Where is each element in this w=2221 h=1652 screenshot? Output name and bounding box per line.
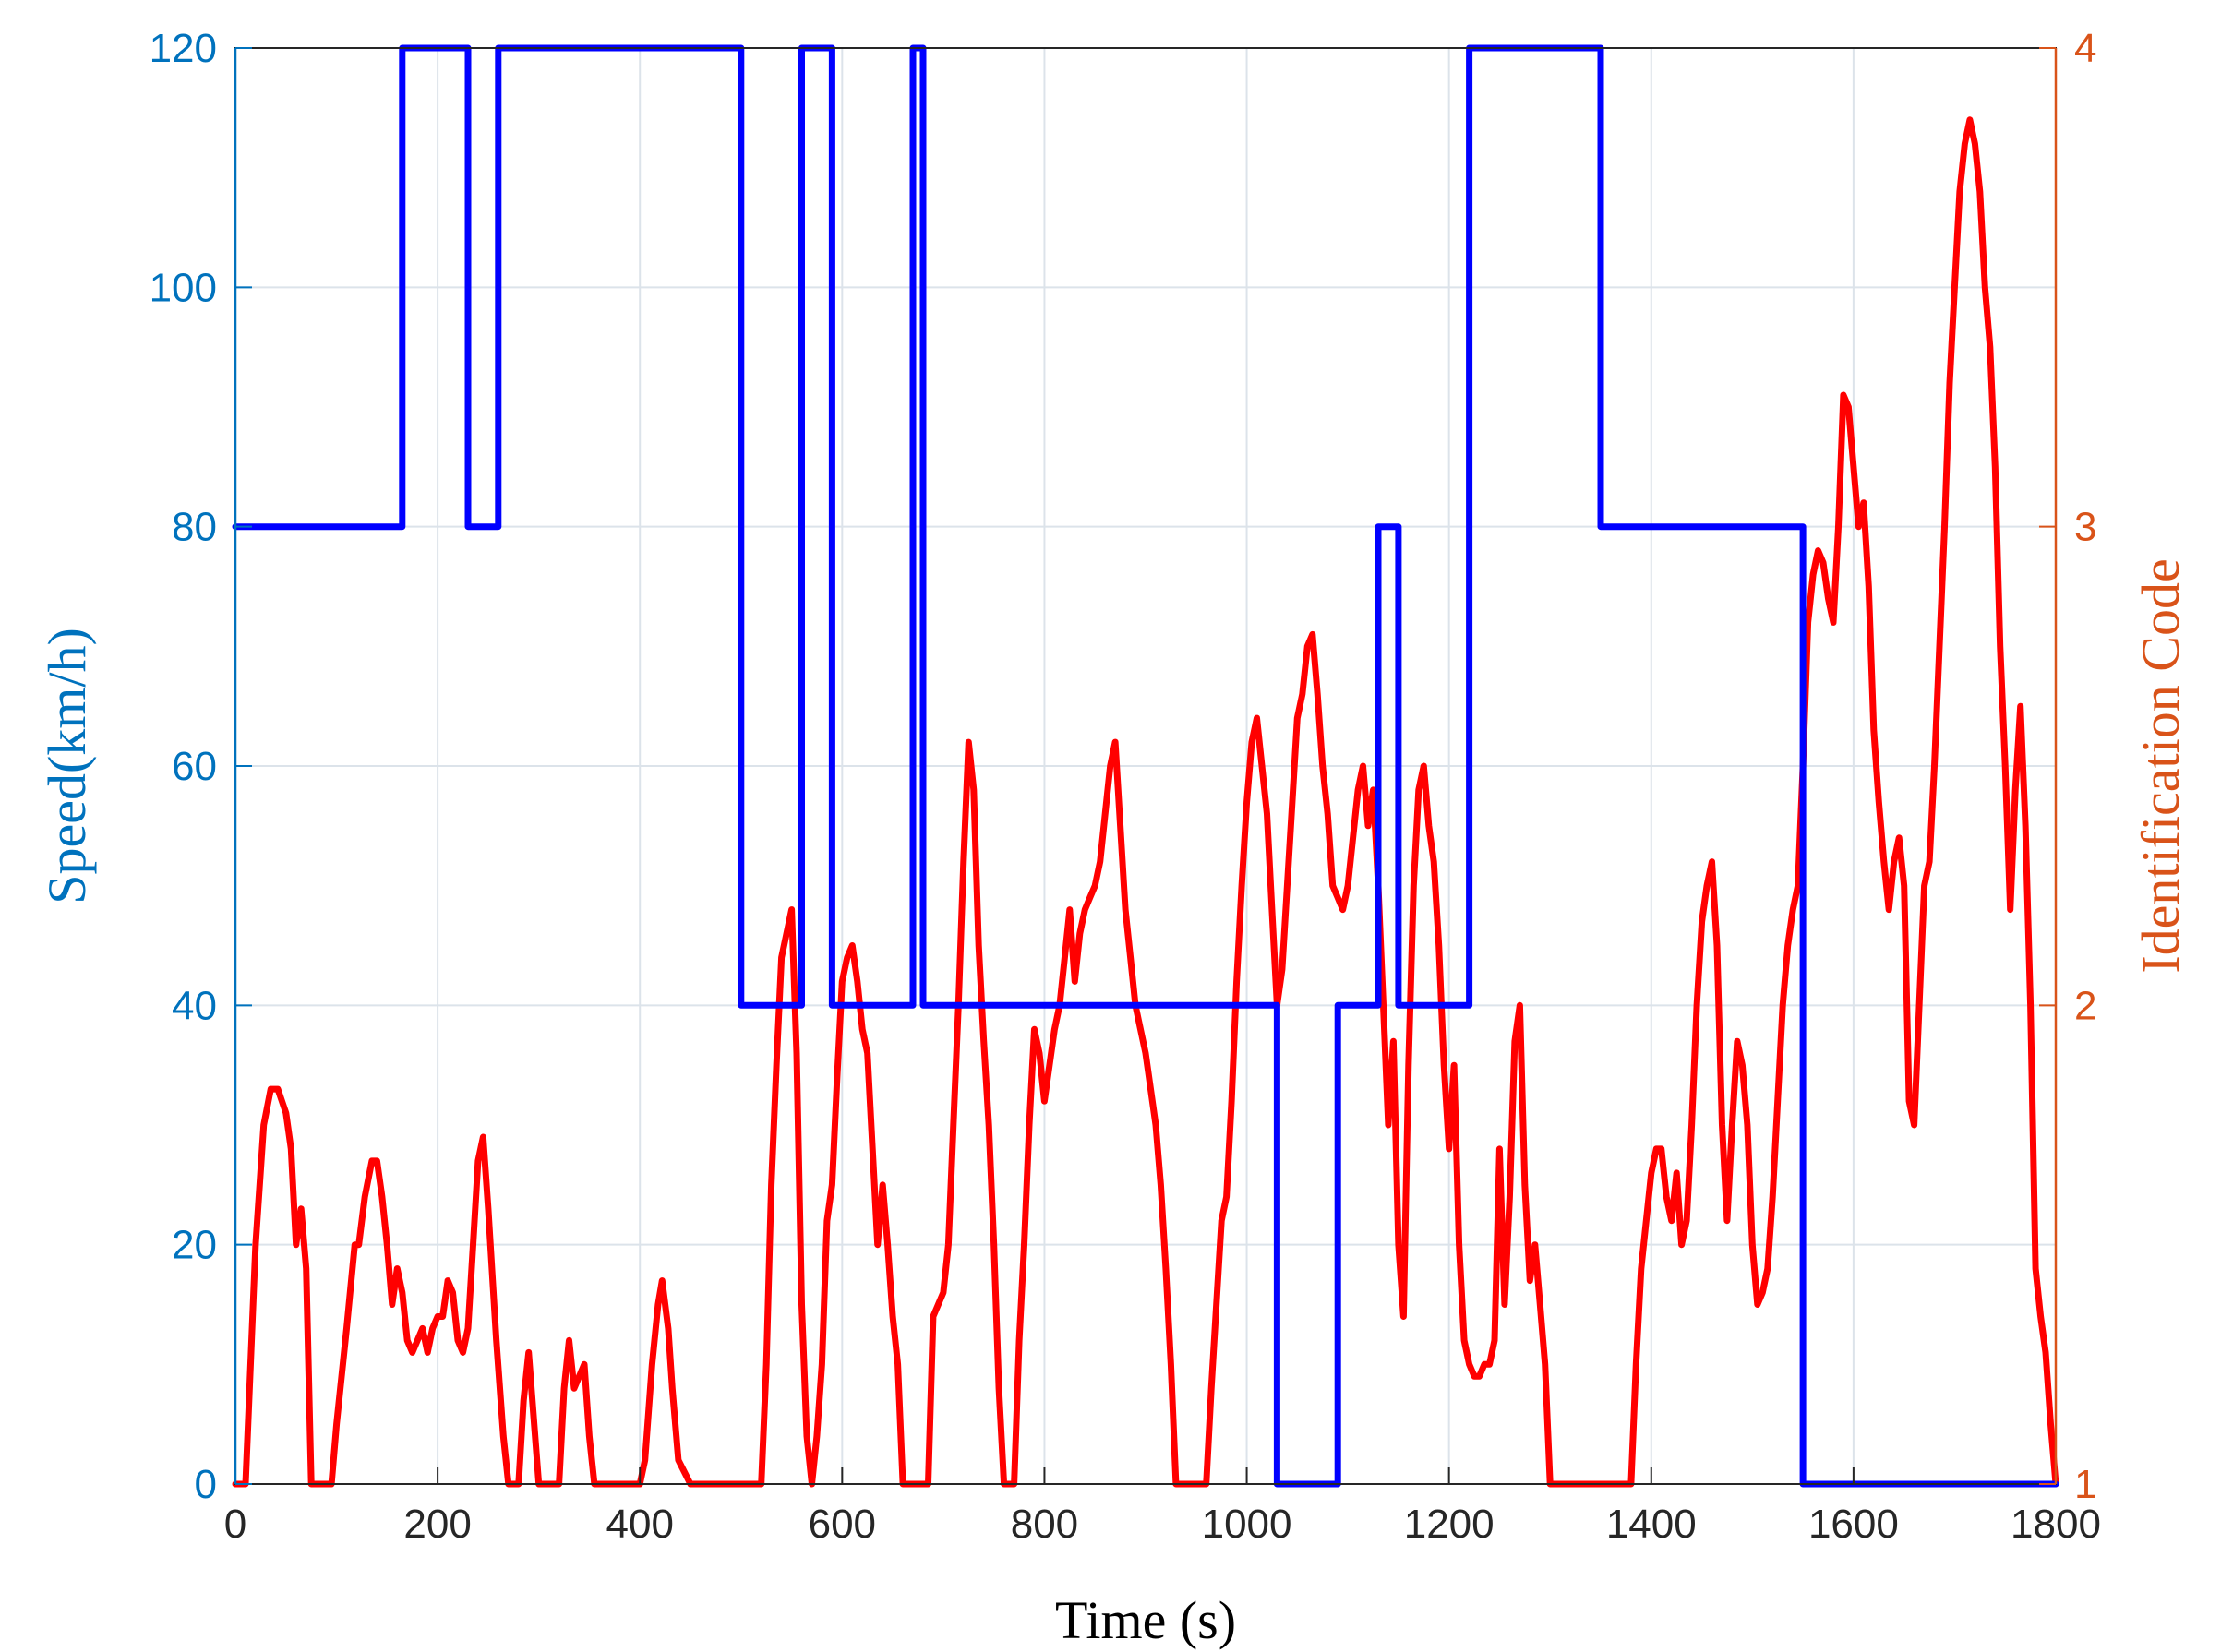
x-tick-label: 1000 (1202, 1502, 1292, 1547)
y-axis-right-title: Identification Code (2131, 558, 2191, 973)
identification-code-line (232, 44, 2059, 1488)
x-tick-label: 0 (224, 1502, 246, 1547)
y-left-tick-label: 0 (195, 1462, 217, 1507)
y-right-tick-label: 2 (2074, 983, 2096, 1028)
ticks: 0 200 400 600 800 1000 1200 1400 1600 1800 0 20 40 60… (150, 26, 2101, 1547)
x-tick-label: 1200 (1404, 1502, 1495, 1547)
y-left-tick-label: 80 (172, 505, 217, 550)
y-left-tick-label: 100 (150, 265, 217, 310)
y-axis-left-title: Speed(km/h) (37, 628, 97, 904)
x-tick-label: 1400 (1606, 1502, 1697, 1547)
y-left-tick-label: 120 (150, 26, 217, 71)
x-tick-label: 1800 (2011, 1502, 2101, 1547)
y-right-tick-label: 1 (2074, 1462, 2096, 1507)
y-left-tick-label: 40 (172, 983, 217, 1028)
y-left-tick-label: 20 (172, 1223, 217, 1268)
x-tick-label: 800 (1011, 1502, 1078, 1547)
x-tick-label: 1600 (1808, 1502, 1899, 1547)
x-tick-label: 400 (606, 1502, 674, 1547)
x-tick-label: 600 (809, 1502, 876, 1547)
x-tick-label: 200 (403, 1502, 471, 1547)
y-right-tick-label: 4 (2074, 26, 2096, 71)
x-axis-title: Time (s) (1055, 1590, 1236, 1650)
y-left-tick-label: 60 (172, 744, 217, 789)
y-right-tick-label: 3 (2074, 505, 2096, 550)
